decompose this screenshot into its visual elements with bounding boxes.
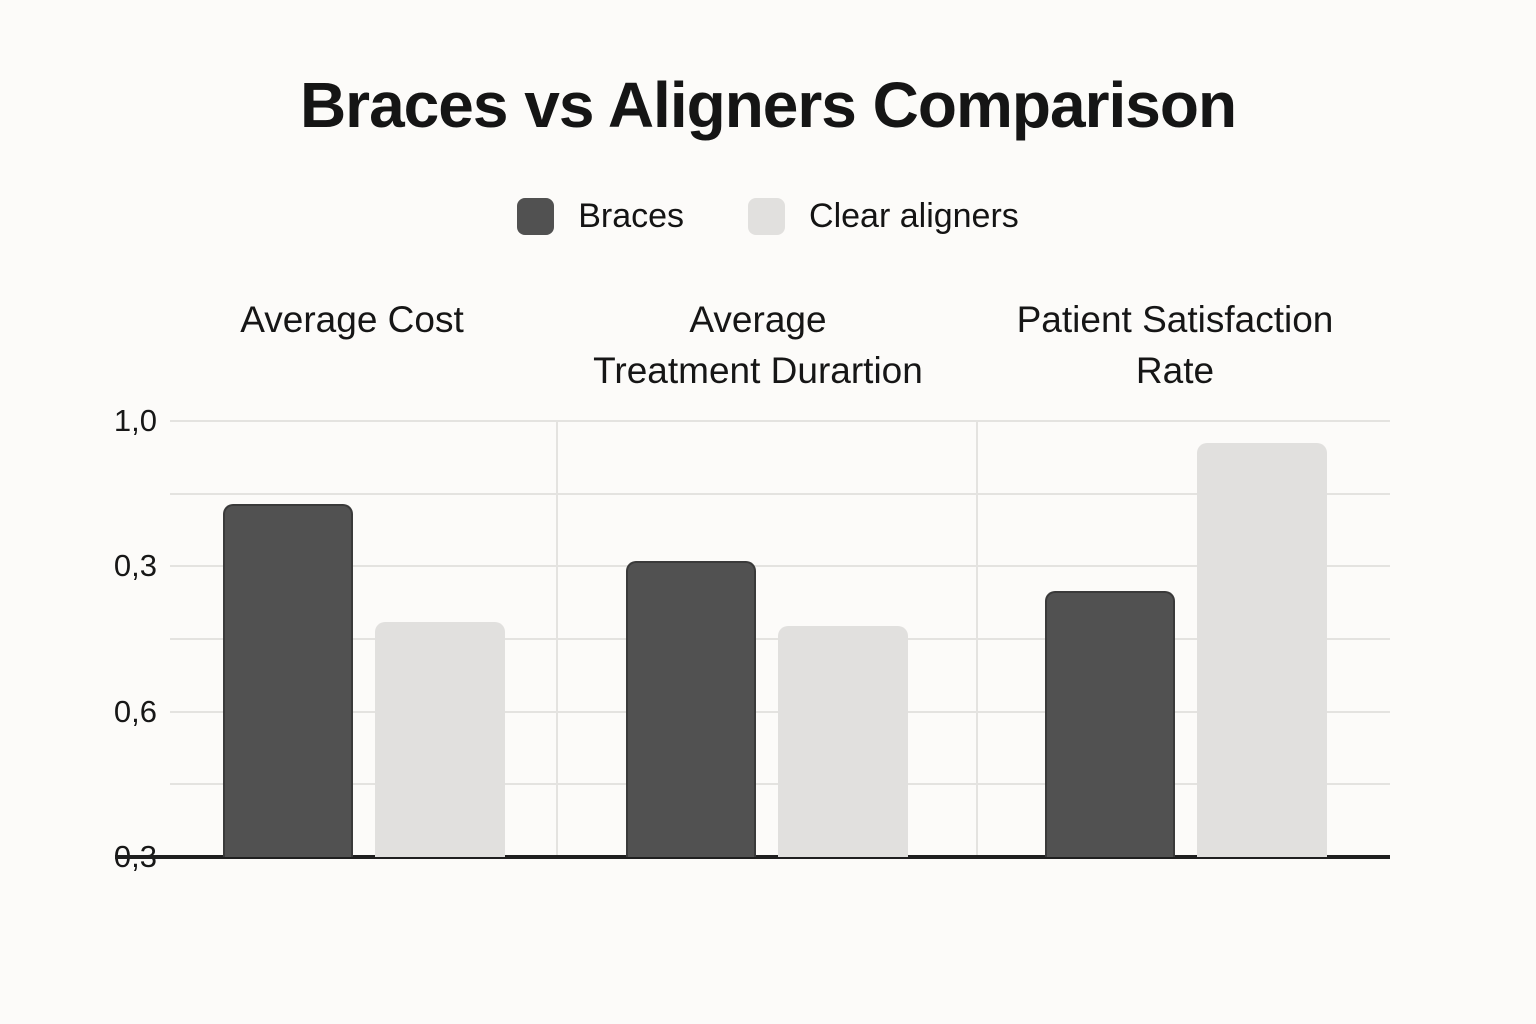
legend-item-clear-aligners: Clear aligners (748, 197, 1019, 236)
bar-clear-aligners-average-treatment-durartion (778, 626, 908, 857)
chart-title: Braces vs Aligners Comparison (299, 69, 1237, 141)
y-axis-tick-label: 0,3 (113, 548, 157, 583)
bar-braces-average-cost (223, 504, 353, 857)
gridline (170, 493, 1390, 495)
bar-clear-aligners-average-cost (375, 622, 505, 857)
legend-label-braces: Braces (578, 196, 685, 235)
legend: Braces Clear aligners (0, 194, 1536, 238)
panel-separator-line (976, 421, 978, 857)
category-label-line: Patient Satisfaction (1016, 299, 1334, 340)
bar-braces-patient-satisfaction-rate (1045, 591, 1175, 857)
legend-swatch-braces (517, 197, 555, 235)
x-axis-line (115, 855, 1390, 859)
category-label-average-treatment-durartion: Average Treatment Durartion (593, 294, 923, 396)
category-label-line: Average (689, 299, 827, 340)
y-axis-tick-label: 1,0 (113, 403, 157, 438)
bar-braces-average-treatment-durartion (626, 561, 756, 857)
category-label-line: Average Cost (240, 299, 464, 340)
category-label-patient-satisfaction-rate: Patient Satisfaction Rate (1017, 294, 1334, 396)
bar-clear-aligners-patient-satisfaction-rate (1197, 443, 1327, 857)
legend-item-braces: Braces (517, 197, 684, 236)
gridline (170, 420, 1390, 422)
category-label-line: Treatment Durartion (593, 350, 923, 391)
category-label-line: Rate (1135, 350, 1215, 391)
category-label-average-cost: Average Cost (240, 294, 464, 345)
gridline (170, 565, 1390, 567)
y-axis-tick-label: 0,6 (113, 694, 157, 729)
legend-label-clear-aligners: Clear aligners (809, 196, 1019, 235)
legend-swatch-clear-aligners (748, 197, 786, 235)
panel-separator-line (556, 421, 558, 857)
